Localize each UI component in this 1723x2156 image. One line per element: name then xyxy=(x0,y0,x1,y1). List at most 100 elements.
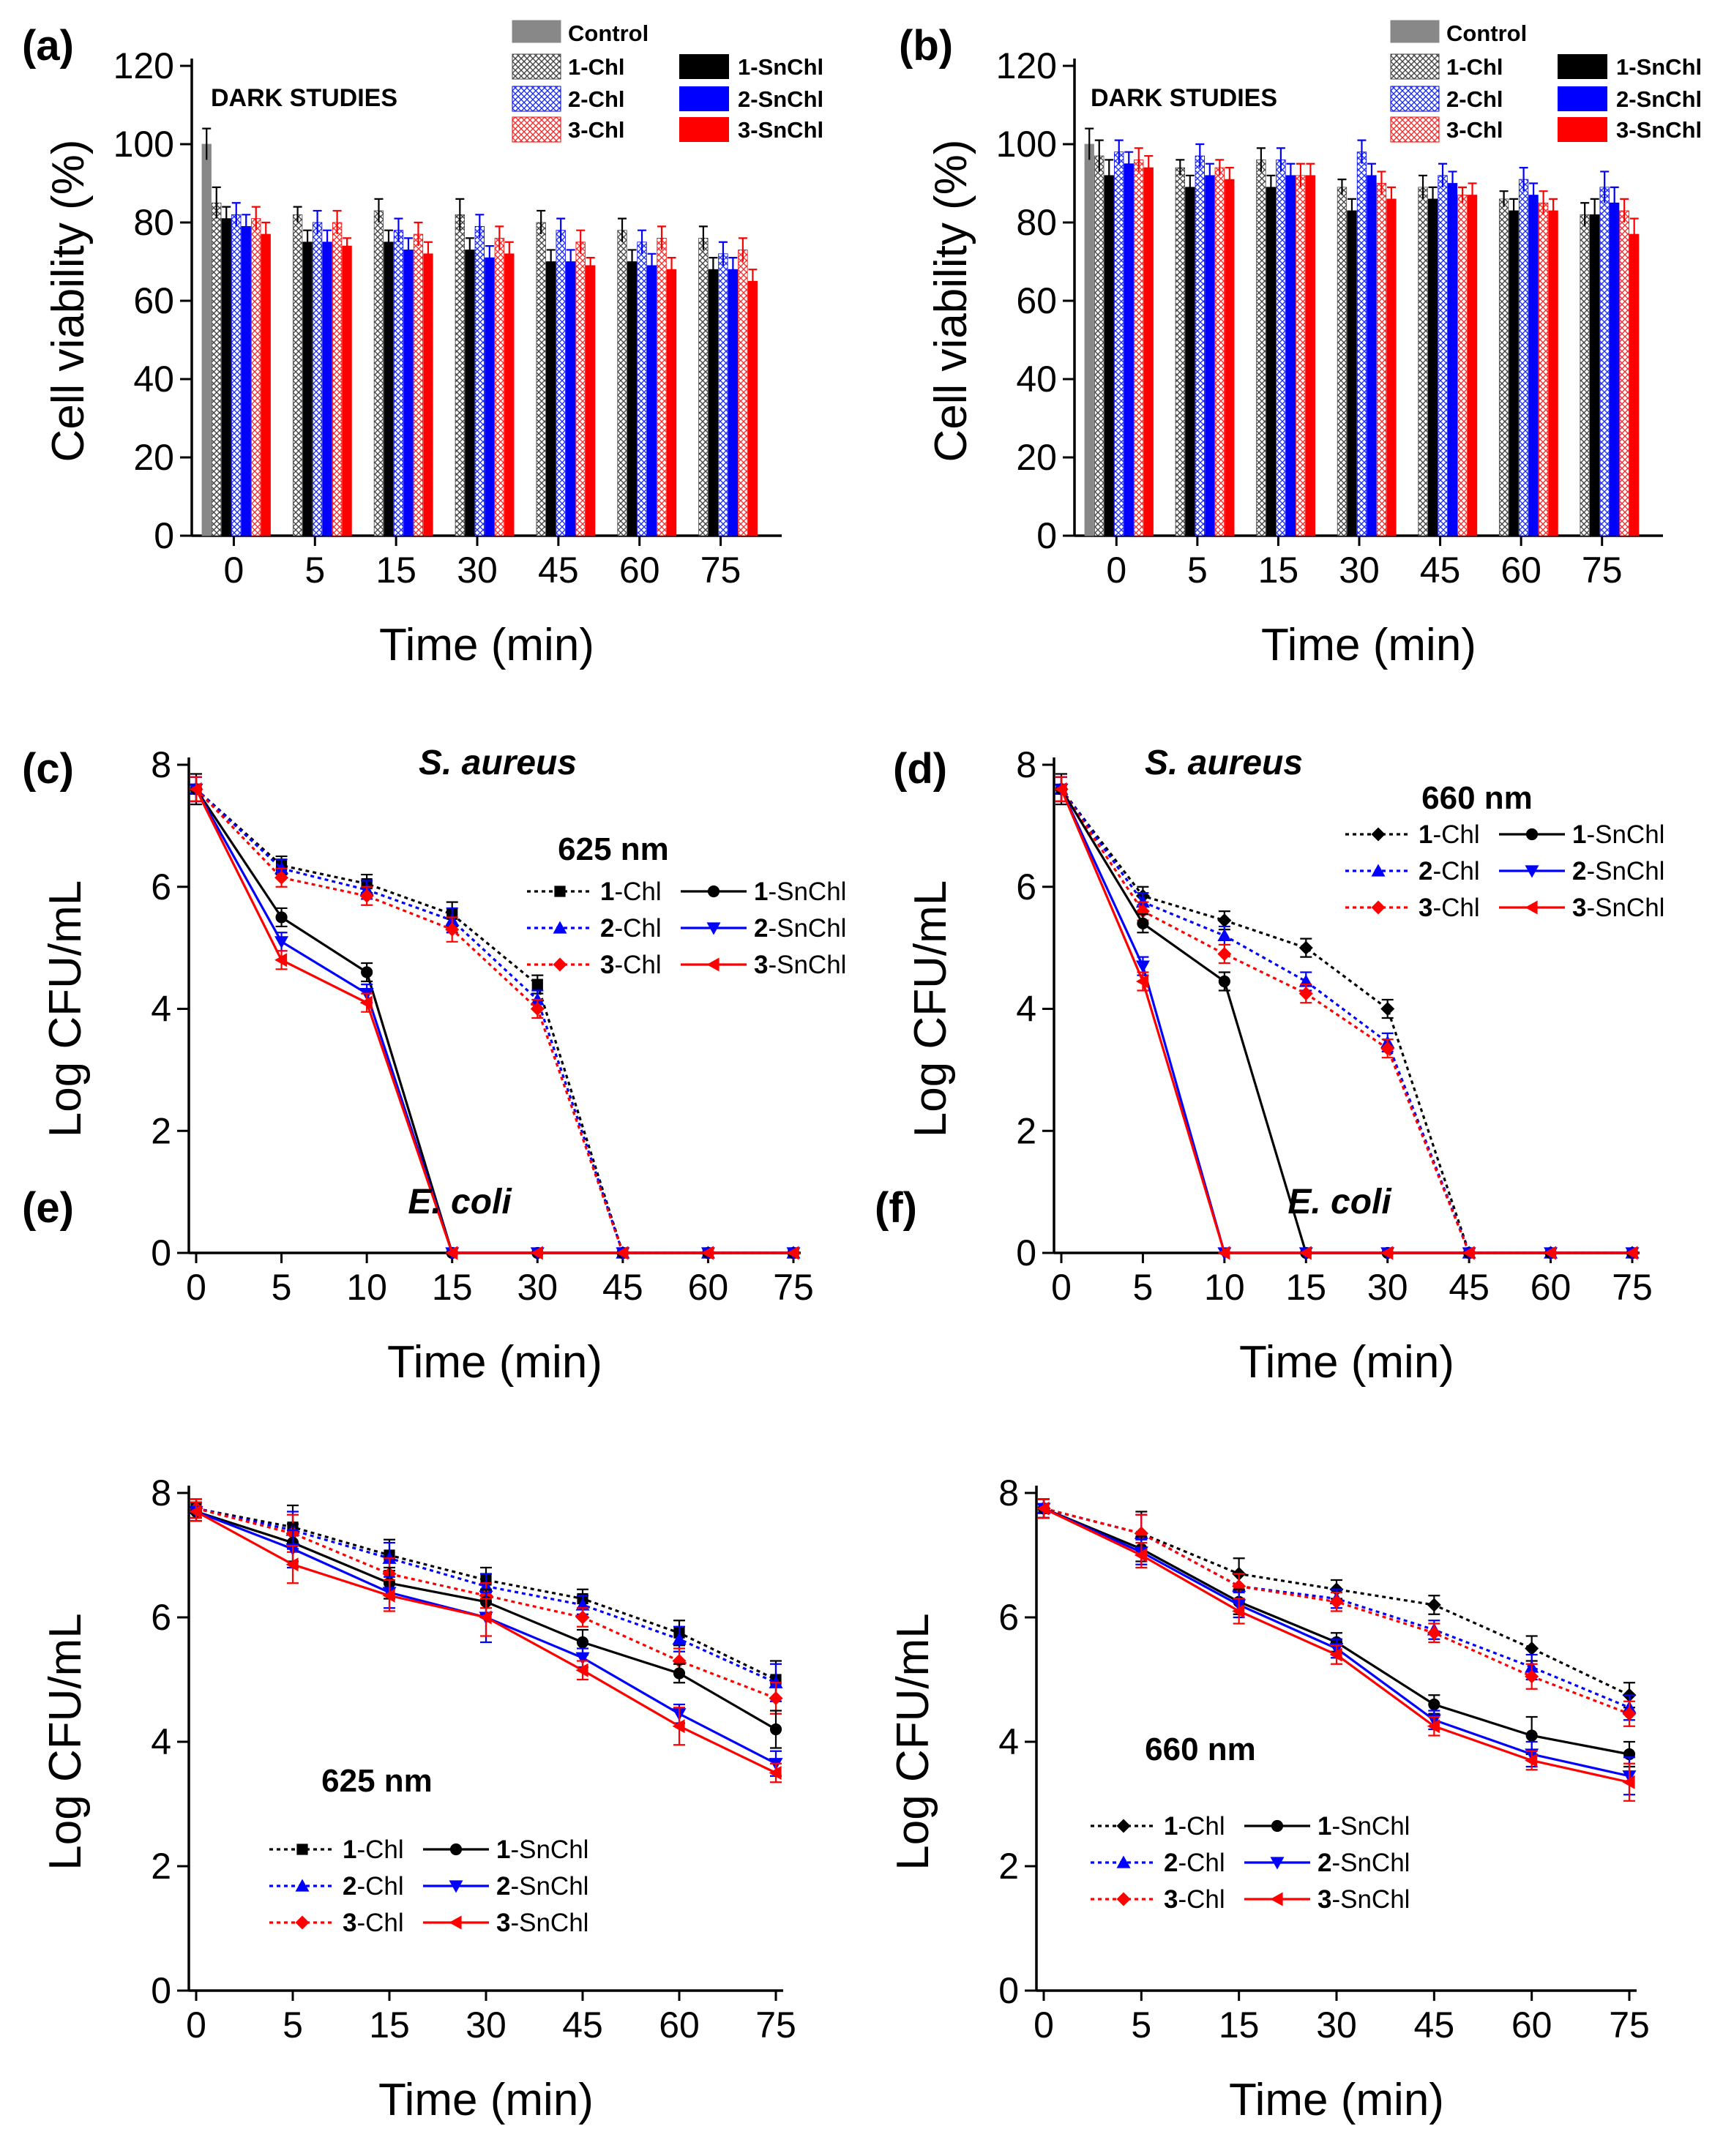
bar-sn3-45 xyxy=(586,265,596,536)
data-point-chl3 xyxy=(1525,1669,1539,1684)
legend-label-number: 2 xyxy=(1318,1849,1331,1877)
x-tick-label: 0 xyxy=(1051,1267,1072,1308)
data-point-sn1 xyxy=(1428,1698,1440,1711)
error-bar xyxy=(1519,167,1528,192)
bar-sn3-60 xyxy=(666,269,677,536)
legend-marker-chl2 xyxy=(1116,1855,1131,1868)
data-point-sn1 xyxy=(769,1723,782,1736)
legend-label-chl1: 1-Chl xyxy=(1419,820,1480,849)
legend-swatch-chl1 xyxy=(1390,53,1440,80)
legend-label-suffix: -SnChl xyxy=(510,1835,588,1864)
legend-swatch-chl2 xyxy=(1390,86,1440,112)
data-point-sn2 xyxy=(274,936,289,949)
bar-chl3-60 xyxy=(1538,202,1549,536)
y-axis-title: Log CFU/mL xyxy=(40,1613,91,1870)
error-bar xyxy=(546,249,556,274)
bar-sn2-15 xyxy=(403,250,414,536)
legend-label-chl2: 2-Chl xyxy=(600,914,662,943)
legend-label-number: 3 xyxy=(496,1909,510,1937)
data-point-sn3 xyxy=(1135,974,1149,989)
error-bar xyxy=(1629,217,1639,250)
bar-chl1-15 xyxy=(1256,159,1266,536)
legend-label-chl1: 1-Chl xyxy=(568,54,625,80)
data-point-chl2 xyxy=(672,1632,687,1645)
bar-sn3-15 xyxy=(1305,175,1316,536)
legend-label-suffix: -Chl xyxy=(614,877,661,906)
legend-marker-chl1 xyxy=(1371,827,1386,842)
error-bar xyxy=(303,229,313,254)
legend-label-suffix: -SnChl xyxy=(510,1872,588,1901)
bar-chl3-45 xyxy=(1457,195,1468,536)
x-axis-title: Time (min) xyxy=(1229,2075,1444,2125)
error-bar xyxy=(323,229,332,254)
bar-chl1-15 xyxy=(373,210,384,536)
y-tick-label: 6 xyxy=(1016,866,1036,907)
error-bar xyxy=(1176,159,1185,176)
legend-label-chl2: 2-Chl xyxy=(1446,86,1503,112)
bar-chl1-45 xyxy=(1418,187,1428,536)
bar-chl1-75 xyxy=(1580,214,1590,536)
bar-chl3-30 xyxy=(1376,183,1387,536)
data-point-sn3 xyxy=(274,953,288,967)
x-tick-label: 60 xyxy=(1530,1267,1571,1308)
legend-swatch-sn3 xyxy=(679,117,729,142)
legend-marker-chl3 xyxy=(295,1915,310,1930)
bar-sn3-45 xyxy=(1467,195,1478,536)
error-bar xyxy=(537,209,546,235)
x-tick-label: 15 xyxy=(432,1267,473,1308)
y-tick-label: 8 xyxy=(151,744,171,785)
bar-sn3-30 xyxy=(1386,198,1397,536)
data-point-sn1 xyxy=(361,966,373,978)
error-bar xyxy=(1205,162,1214,187)
data-point-chl1 xyxy=(1380,1002,1395,1016)
panel-label: (b) xyxy=(899,22,953,70)
legend-marker-sn2 xyxy=(706,922,721,935)
error-bar xyxy=(728,257,738,282)
annotation: 660 nm xyxy=(1421,780,1533,816)
x-tick-label: 30 xyxy=(1367,1267,1408,1308)
legend-label-chl1: 1-Chl xyxy=(1446,54,1503,80)
y-tick-label: 0 xyxy=(998,1970,1019,2011)
bar-chl2-60 xyxy=(1518,179,1529,536)
legend-marker-sn3 xyxy=(449,1915,462,1930)
y-tick-label: 2 xyxy=(151,1110,171,1151)
bar-sn1-45 xyxy=(1427,198,1438,536)
legend-label-suffix: -SnChl xyxy=(768,951,846,979)
error-bar xyxy=(1600,171,1610,203)
legend-label-chl2: 2-Chl xyxy=(343,1872,404,1901)
error-bar xyxy=(251,206,261,231)
panel-label: (f) xyxy=(875,1184,917,1232)
data-point-chl1 xyxy=(1217,913,1232,928)
bar-sn1-15 xyxy=(1266,187,1277,536)
legend-label-sn1: 1-SnChl xyxy=(1318,1812,1410,1841)
bar-sn1-5 xyxy=(1185,187,1195,536)
y-axis-title: Cell viability (%) xyxy=(926,140,976,463)
error-bar xyxy=(1539,190,1548,215)
legend-label-number: 2 xyxy=(343,1872,356,1901)
legend-label-sn1: 1-SnChl xyxy=(496,1835,588,1864)
error-bar xyxy=(1114,139,1124,164)
error-bar xyxy=(1276,147,1285,172)
x-tick-label: 15 xyxy=(369,2005,410,2045)
y-axis-title: Cell viability (%) xyxy=(43,140,94,463)
bar-sn2-5 xyxy=(1205,175,1215,536)
error-bar xyxy=(1610,186,1619,219)
legend-b: Control 1-Chl 2-Chl 3-Chl 1-SnChl 2-SnChl 3-Sn… xyxy=(1390,20,1702,143)
bar-control-0 xyxy=(201,143,212,536)
x-tick-label: 45 xyxy=(1414,2005,1455,2045)
data-point-chl3 xyxy=(1380,1041,1395,1056)
legend-label-suffix: -SnChl xyxy=(1586,820,1664,849)
legend-label-suffix: -SnChl xyxy=(1331,1812,1410,1841)
legend-label-suffix: -Chl xyxy=(1432,820,1479,849)
legend-marker-chl1 xyxy=(554,886,566,897)
legend-label-suffix: -SnChl xyxy=(768,877,846,906)
data-point-chl1 xyxy=(531,978,543,990)
error-bar xyxy=(1094,139,1104,172)
bar-chl2-75 xyxy=(1599,187,1610,536)
x-tick-label: 60 xyxy=(659,2005,700,2045)
y-tick-label: 4 xyxy=(151,989,171,1030)
data-point-sn3 xyxy=(786,1246,799,1260)
y-tick-label: 60 xyxy=(1016,280,1057,321)
bar-chl3-0 xyxy=(251,218,261,536)
